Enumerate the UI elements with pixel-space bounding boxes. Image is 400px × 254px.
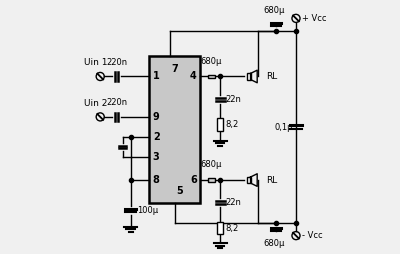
Bar <box>248 73 250 80</box>
Text: 1: 1 <box>153 71 160 82</box>
Text: 22n: 22n <box>226 95 242 104</box>
Text: 100µ: 100µ <box>137 206 158 215</box>
Text: RL: RL <box>266 176 277 185</box>
Text: 220n: 220n <box>106 58 127 67</box>
Bar <box>208 75 215 78</box>
Text: 8,2: 8,2 <box>226 120 239 129</box>
Text: 0,1µ: 0,1µ <box>274 122 293 132</box>
Text: 7: 7 <box>171 64 178 74</box>
Bar <box>150 56 200 203</box>
Text: 8: 8 <box>153 175 160 185</box>
Text: 6: 6 <box>190 175 197 185</box>
Bar <box>248 177 250 183</box>
Text: 680µ: 680µ <box>264 6 285 14</box>
Text: 2: 2 <box>153 132 160 142</box>
Text: - Vcc: - Vcc <box>302 231 322 240</box>
Bar <box>218 222 223 234</box>
Text: 8,2: 8,2 <box>226 224 239 233</box>
Text: Uin 1: Uin 1 <box>84 58 107 67</box>
Text: 3: 3 <box>153 152 160 162</box>
Bar <box>208 178 215 182</box>
Text: 5: 5 <box>176 186 183 196</box>
Text: 680µ: 680µ <box>201 57 222 66</box>
Text: + Vcc: + Vcc <box>302 14 326 23</box>
Text: 4: 4 <box>190 71 197 82</box>
Text: 680µ: 680µ <box>201 161 222 169</box>
Text: 9: 9 <box>153 112 160 122</box>
Text: RL: RL <box>266 72 277 81</box>
Text: 220n: 220n <box>106 98 127 107</box>
Text: 22n: 22n <box>226 198 242 207</box>
Text: 680µ: 680µ <box>264 240 285 248</box>
Text: Uin 2: Uin 2 <box>84 99 107 107</box>
Bar <box>218 118 223 131</box>
